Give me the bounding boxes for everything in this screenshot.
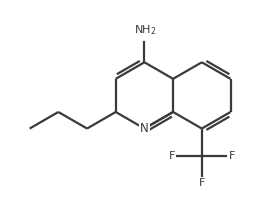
Text: N: N (140, 122, 149, 135)
Text: F: F (199, 178, 205, 188)
Text: NH$_2$: NH$_2$ (134, 24, 157, 38)
Text: F: F (169, 151, 175, 161)
Text: F: F (228, 151, 235, 161)
